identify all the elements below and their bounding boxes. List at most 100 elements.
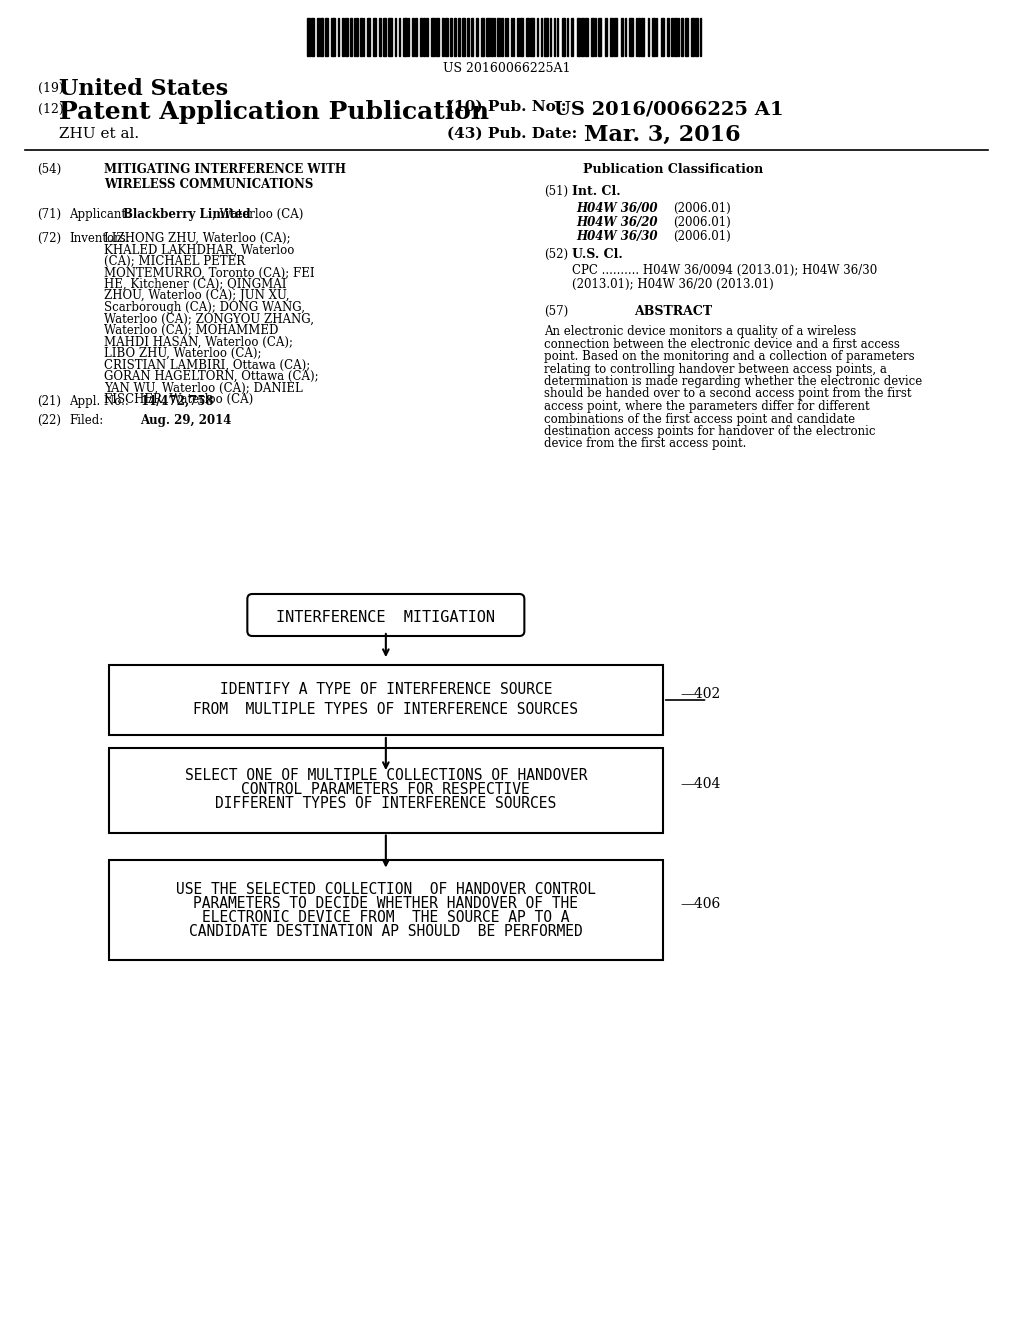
Text: Int. Cl.: Int. Cl. <box>571 185 621 198</box>
Bar <box>519 18 523 55</box>
Text: Appl. No.:: Appl. No.: <box>70 395 133 408</box>
Bar <box>545 18 548 55</box>
Bar <box>481 18 484 55</box>
Text: —406: —406 <box>681 898 721 911</box>
Bar <box>656 18 657 55</box>
Text: LIZHONG ZHU, Waterloo (CA);: LIZHONG ZHU, Waterloo (CA); <box>103 232 291 246</box>
Bar <box>685 18 688 55</box>
Text: CANDIDATE DESTINATION AP SHOULD  BE PERFORMED: CANDIDATE DESTINATION AP SHOULD BE PERFO… <box>189 924 583 939</box>
Bar <box>610 18 613 55</box>
Text: ZHU et al.: ZHU et al. <box>59 127 139 141</box>
Bar <box>652 18 655 55</box>
Bar <box>591 18 594 55</box>
Bar <box>486 18 489 55</box>
Text: GORAN HAGELTORN, Ottawa (CA);: GORAN HAGELTORN, Ottawa (CA); <box>103 370 318 383</box>
Bar <box>367 18 370 55</box>
Text: Inventors:: Inventors: <box>70 232 130 246</box>
Text: access point, where the parameters differ for different: access point, where the parameters diffe… <box>544 400 869 413</box>
Text: HE, Kitchener (CA); QINGMAI: HE, Kitchener (CA); QINGMAI <box>103 279 287 290</box>
Bar <box>537 18 538 55</box>
Text: Applicant:: Applicant: <box>70 209 130 220</box>
Text: FISCHER, Waterloo (CA): FISCHER, Waterloo (CA) <box>103 393 253 407</box>
Text: (52): (52) <box>544 248 568 261</box>
Bar <box>511 18 512 55</box>
Bar <box>399 18 400 55</box>
Bar <box>700 18 701 55</box>
Text: PARAMETERS TO DECIDE WHETHER HANDOVER OF THE: PARAMETERS TO DECIDE WHETHER HANDOVER OF… <box>194 895 579 911</box>
Text: CRISTIAN LAMBIRI, Ottawa (CA);: CRISTIAN LAMBIRI, Ottawa (CA); <box>103 359 310 371</box>
Bar <box>436 18 439 55</box>
Text: United States: United States <box>59 78 228 100</box>
Bar <box>577 18 580 55</box>
Bar <box>630 18 633 55</box>
Bar <box>471 18 473 55</box>
Bar <box>595 18 596 55</box>
Bar <box>494 18 495 55</box>
Bar <box>362 18 364 55</box>
Bar <box>604 18 607 55</box>
Bar <box>109 861 663 960</box>
Bar <box>690 18 694 55</box>
Bar <box>660 18 664 55</box>
Bar <box>517 18 518 55</box>
Bar <box>420 18 422 55</box>
Text: , Waterloo (CA): , Waterloo (CA) <box>212 209 303 220</box>
Bar <box>586 18 589 55</box>
Bar <box>625 18 626 55</box>
Bar <box>319 18 323 55</box>
Bar <box>325 18 329 55</box>
Bar <box>360 18 361 55</box>
Text: (2006.01): (2006.01) <box>673 202 730 215</box>
FancyBboxPatch shape <box>248 594 524 636</box>
Text: Mar. 3, 2016: Mar. 3, 2016 <box>584 124 740 147</box>
Bar <box>561 18 565 55</box>
Bar <box>505 18 506 55</box>
Text: Patent Application Publication: Patent Application Publication <box>59 100 489 124</box>
Bar <box>332 18 335 55</box>
Text: Filed:: Filed: <box>70 414 103 426</box>
Text: Waterloo (CA); ZONGYOU ZHANG,: Waterloo (CA); ZONGYOU ZHANG, <box>103 313 314 326</box>
Text: determination is made regarding whether the electronic device: determination is made regarding whether … <box>544 375 923 388</box>
Bar <box>426 18 428 55</box>
Bar <box>490 18 493 55</box>
Bar <box>403 18 407 55</box>
Text: US 2016/0066225 A1: US 2016/0066225 A1 <box>554 100 783 117</box>
Bar <box>311 18 314 55</box>
Bar <box>502 18 504 55</box>
Text: MONTEMURRO, Toronto (CA); FEI: MONTEMURRO, Toronto (CA); FEI <box>103 267 314 280</box>
Bar <box>383 18 386 55</box>
Bar <box>454 18 456 55</box>
Bar <box>109 665 663 735</box>
Bar <box>497 18 501 55</box>
Bar <box>557 18 558 55</box>
Bar <box>567 18 568 55</box>
Bar <box>571 18 573 55</box>
Text: YAN WU, Waterloo (CA); DANIEL: YAN WU, Waterloo (CA); DANIEL <box>103 381 303 395</box>
Text: LIBO ZHU, Waterloo (CA);: LIBO ZHU, Waterloo (CA); <box>103 347 261 360</box>
Text: H04W 36/30: H04W 36/30 <box>575 230 657 243</box>
Bar <box>338 18 339 55</box>
Text: (21): (21) <box>38 395 61 408</box>
Bar <box>695 18 698 55</box>
Text: FROM  MULTIPLE TYPES OF INTERFERENCE SOURCES: FROM MULTIPLE TYPES OF INTERFERENCE SOUR… <box>194 702 579 718</box>
Bar <box>636 18 637 55</box>
Bar <box>581 18 584 55</box>
Text: point. Based on the monitoring and a collection of parameters: point. Based on the monitoring and a col… <box>544 350 914 363</box>
Bar <box>445 18 447 55</box>
Text: SELECT ONE OF MULTIPLE COLLECTIONS OF HANDOVER: SELECT ONE OF MULTIPLE COLLECTIONS OF HA… <box>184 768 587 784</box>
Bar <box>526 18 529 55</box>
Text: ELECTRONIC DEVICE FROM  THE SOURCE AP TO A: ELECTRONIC DEVICE FROM THE SOURCE AP TO … <box>202 909 569 924</box>
Text: H04W 36/20: H04W 36/20 <box>575 216 657 228</box>
Bar <box>388 18 391 55</box>
Bar <box>450 18 452 55</box>
Bar <box>345 18 347 55</box>
Bar <box>621 18 623 55</box>
Bar <box>475 18 477 55</box>
Bar <box>459 18 461 55</box>
Bar <box>678 18 679 55</box>
Text: Waterloo (CA); MOHAMMED: Waterloo (CA); MOHAMMED <box>103 323 279 337</box>
Text: INTERFERENCE  MITIGATION: INTERFERENCE MITIGATION <box>276 610 496 624</box>
Text: (72): (72) <box>38 232 61 246</box>
Text: U.S. Cl.: U.S. Cl. <box>571 248 623 261</box>
Text: Publication Classification: Publication Classification <box>583 162 763 176</box>
